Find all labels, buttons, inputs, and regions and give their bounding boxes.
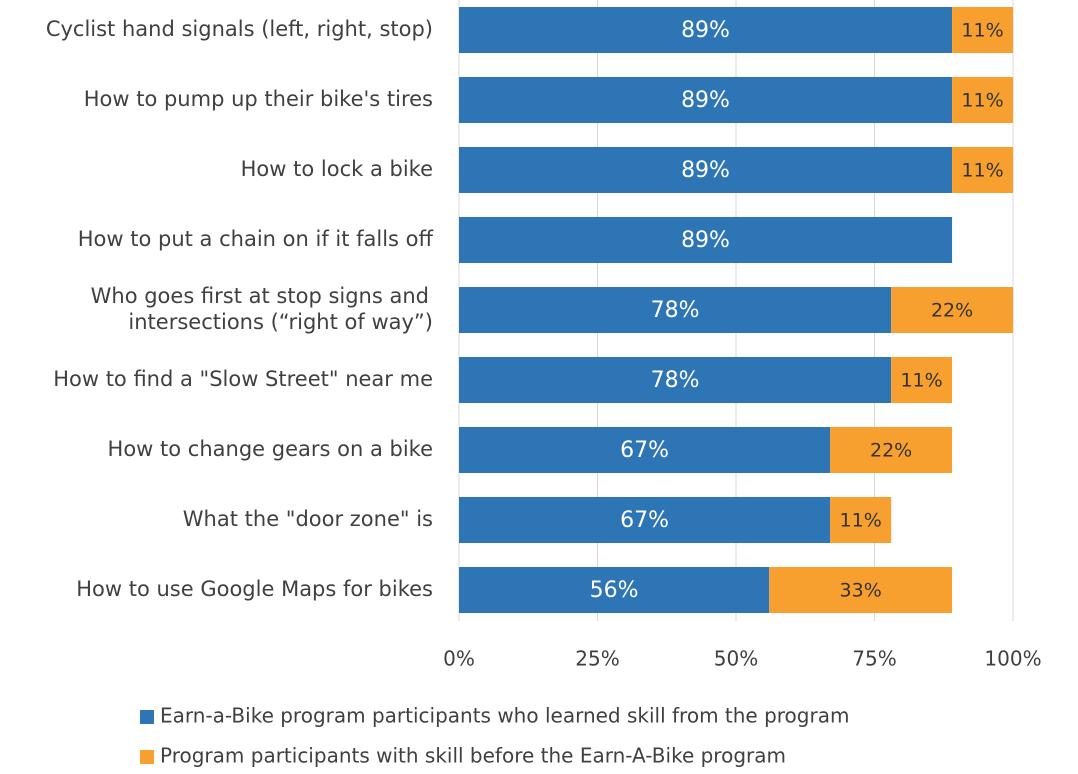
bar	[459, 287, 892, 333]
y-tick-label: How to find a "Slow Street" near me	[53, 367, 433, 391]
value-label: 11%	[840, 510, 882, 532]
value-label: 78%	[651, 368, 700, 393]
value-label: 11%	[961, 90, 1003, 112]
bar	[830, 427, 953, 473]
label-line: intersections (“right of way”)	[128, 310, 433, 334]
bar	[952, 147, 1013, 193]
value-label: 89%	[681, 88, 730, 113]
value-label: 11%	[961, 20, 1003, 42]
value-label: 67%	[620, 508, 669, 533]
bar	[769, 567, 953, 613]
bar	[459, 567, 770, 613]
x-tick-label: 25%	[575, 647, 619, 671]
x-tick-label: 100%	[984, 647, 1041, 671]
value-label: 22%	[931, 300, 973, 322]
value-label: 11%	[900, 370, 942, 392]
value-label: 89%	[681, 228, 730, 253]
legend-label: Program participants with skill before t…	[160, 744, 786, 768]
bar	[459, 217, 953, 263]
bar	[952, 7, 1013, 53]
y-tick-label: How to pump up their bike's tires	[84, 87, 433, 111]
bar	[459, 357, 892, 403]
legend-swatch	[140, 710, 154, 724]
y-tick-label: What the "door zone" is	[183, 507, 433, 531]
y-tick-label: Who goes first at stop signs and intersec…	[91, 284, 433, 334]
bar	[459, 7, 953, 53]
y-tick-label: How to lock a bike	[241, 157, 433, 181]
y-tick-label: How to put a chain on if it falls off	[78, 227, 434, 251]
value-label: 67%	[620, 438, 669, 463]
label-line: Who goes first at stop signs and	[91, 284, 429, 308]
x-tick-label: 50%	[714, 647, 758, 671]
value-label: 89%	[681, 158, 730, 183]
value-label: 33%	[840, 580, 882, 602]
legend-swatch	[140, 750, 154, 764]
y-tick-label: Cyclist hand signals (left, right, stop)	[46, 17, 433, 41]
bar	[830, 497, 892, 543]
bar	[891, 287, 1013, 333]
x-tick-label: 0%	[443, 647, 475, 671]
bar	[459, 147, 953, 193]
value-label: 56%	[590, 578, 639, 603]
bar	[459, 77, 953, 123]
y-tick-label: How to use Google Maps for bikes	[76, 577, 433, 601]
y-tick-label: How to change gears on a bike	[108, 437, 433, 461]
value-label: 78%	[651, 298, 700, 323]
bar	[952, 77, 1013, 123]
value-label: 11%	[961, 160, 1003, 182]
bar	[459, 497, 831, 543]
bar	[459, 427, 831, 473]
x-tick-label: 75%	[852, 647, 896, 671]
legend-label: Earn-a-Bike program participants who lea…	[160, 704, 849, 728]
value-label: 22%	[870, 440, 912, 462]
bar	[891, 357, 953, 403]
value-label: 89%	[681, 18, 730, 43]
